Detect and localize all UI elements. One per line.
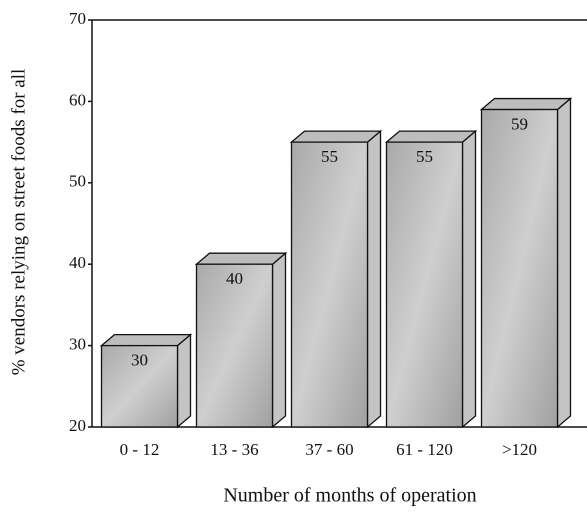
y-tick-label: 20 — [69, 416, 86, 435]
bar-side — [176, 333, 192, 429]
x-tick-label: >120 — [502, 440, 537, 459]
bar-side — [366, 129, 382, 429]
bar — [194, 251, 288, 429]
bar-front — [290, 141, 369, 428]
y-tick-label: 60 — [69, 90, 86, 109]
data-label: 30 — [131, 351, 148, 370]
bar — [384, 129, 478, 429]
y-tick-label: 70 — [69, 9, 86, 28]
bar-top — [384, 130, 478, 143]
data-label: 59 — [511, 114, 528, 133]
x-axis-label: Number of months of operation — [223, 485, 476, 507]
bar-side — [461, 129, 477, 429]
x-tick-label: 0 - 12 — [120, 440, 160, 459]
bar-front — [480, 108, 559, 428]
bar-side — [271, 251, 287, 429]
y-tick-label: 50 — [69, 172, 86, 191]
x-tick-label: 13 - 36 — [210, 440, 258, 459]
data-label: 55 — [416, 147, 433, 166]
bar-top — [479, 97, 573, 111]
bar-front — [385, 141, 464, 428]
bar-top — [194, 252, 288, 265]
y-tick-label: 30 — [69, 335, 86, 354]
data-label: 55 — [321, 147, 338, 166]
bar — [99, 333, 193, 429]
bar-front — [100, 344, 179, 428]
bar-front — [195, 263, 274, 428]
y-tick-label: 40 — [69, 253, 86, 272]
y-axis-label: % vendors relying on street foods for al… — [8, 69, 29, 376]
bar-top — [99, 333, 193, 347]
bar-top — [289, 130, 383, 143]
bar-side — [556, 97, 572, 429]
x-tick-label: 61 - 120 — [396, 440, 453, 459]
bar — [289, 129, 383, 429]
x-tick-label: 37 - 60 — [305, 440, 353, 459]
bar — [479, 97, 573, 429]
data-label: 40 — [226, 269, 243, 288]
